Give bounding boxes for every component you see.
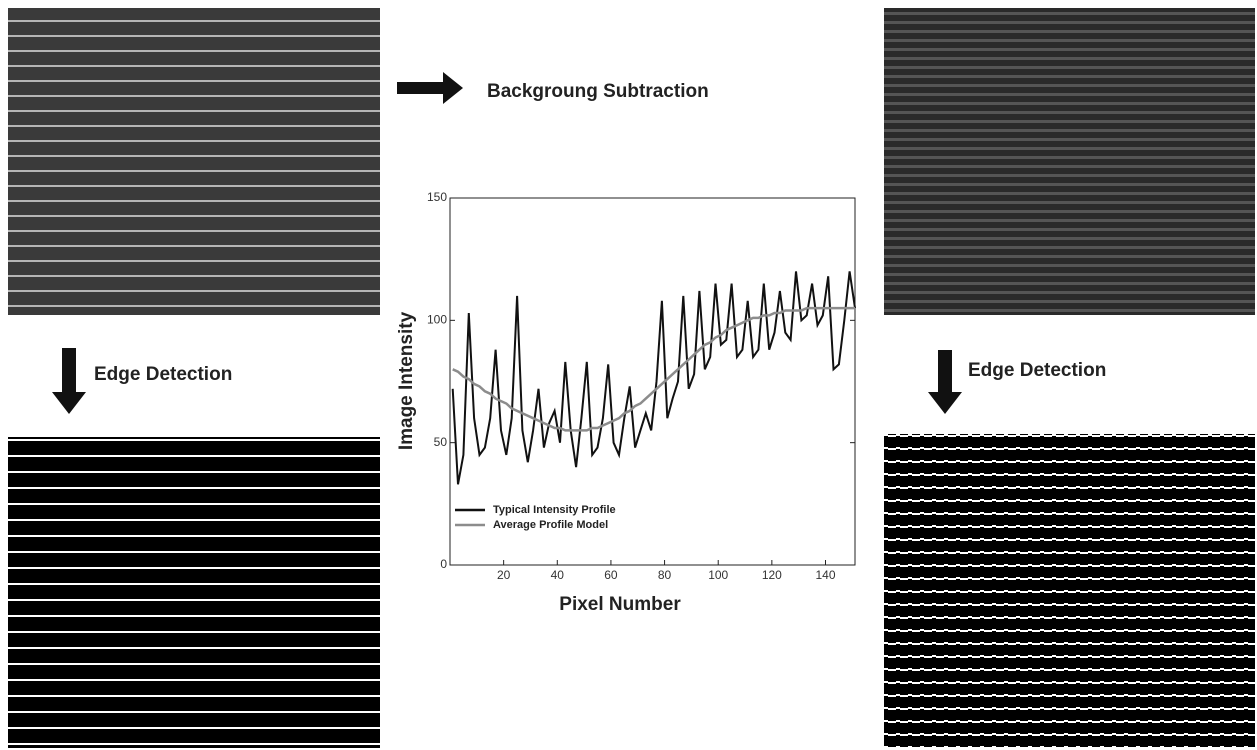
- y-tick-label: 100: [427, 313, 447, 327]
- edge-image-left: [8, 437, 380, 748]
- step-label: Backgroung Subtraction: [487, 81, 709, 102]
- x-tick-label: 60: [604, 568, 618, 582]
- chart: Pixel Number Image Intensity 20 40 60 80 100…: [396, 190, 856, 615]
- x-tick-label: 100: [708, 568, 728, 582]
- step-label: Edge Detection: [968, 360, 1106, 381]
- arrow-right: [397, 72, 463, 104]
- y-tick-label: 150: [427, 190, 447, 204]
- arrow-down: [52, 348, 86, 414]
- subtracted-image: [884, 8, 1255, 315]
- x-axis-label: Pixel Number: [559, 594, 681, 615]
- x-tick-label: 20: [497, 568, 511, 582]
- line-series: [451, 271, 856, 485]
- plot-frame: [449, 197, 856, 566]
- x-tick-label: 120: [762, 568, 782, 582]
- y-tick-label: 50: [434, 435, 448, 449]
- edge-image-right: [884, 434, 1255, 748]
- legend-label: Average Profile Model: [493, 519, 608, 531]
- raw-image: [8, 8, 380, 315]
- x-tick-label: 80: [658, 568, 672, 582]
- arrow-down: [928, 350, 962, 414]
- line-series: [452, 306, 855, 432]
- y-tick-label: 0: [440, 557, 447, 571]
- step-label: Edge Detection: [94, 364, 232, 385]
- y-axis-label: Image Intensity: [396, 311, 417, 450]
- x-tick-label: 140: [815, 568, 835, 582]
- legend-label: Typical Intensity Profile: [493, 504, 616, 516]
- x-tick-label: 40: [551, 568, 565, 582]
